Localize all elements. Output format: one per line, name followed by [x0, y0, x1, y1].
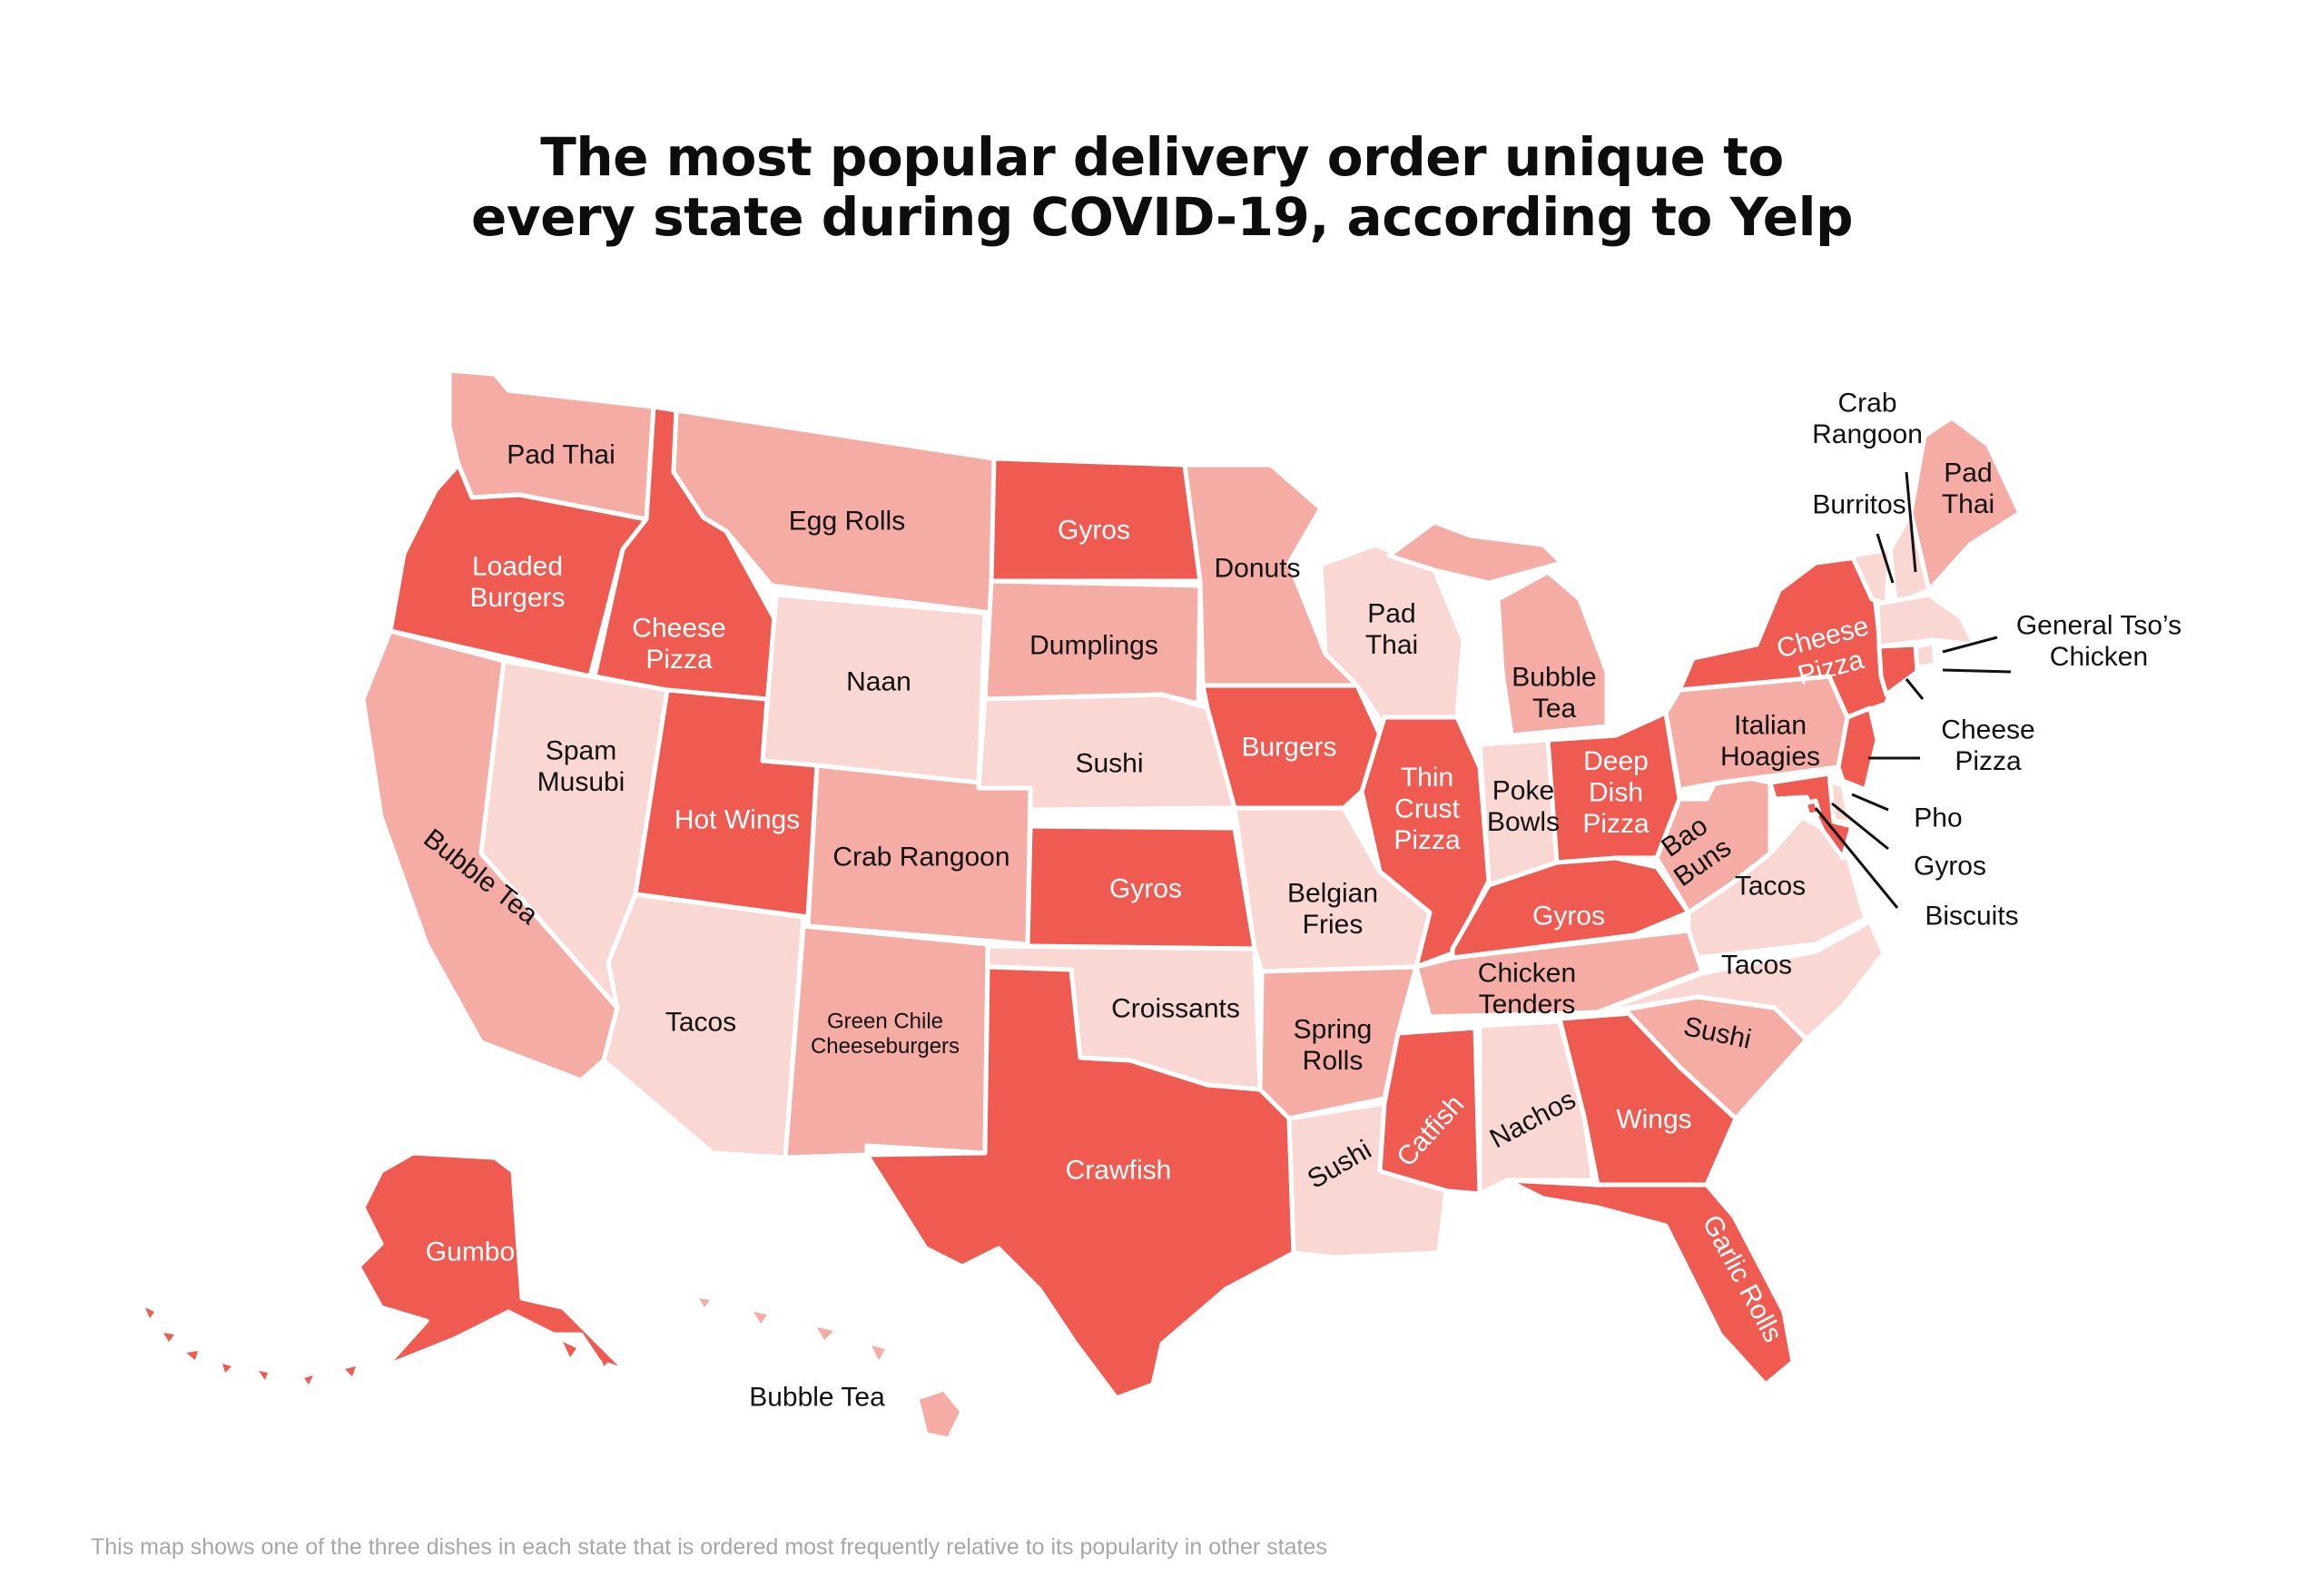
- state-labels: Pad Thai Loaded Burgers Bubble Tea Cheese Piz…: [418, 388, 2181, 1412]
- state-ne[interactable]: [976, 692, 1237, 813]
- state-label-hi: Bubble Tea: [749, 1383, 885, 1413]
- state-label-vt: Burritos: [1812, 490, 1905, 520]
- state-label-nc: Tacos: [1721, 951, 1792, 981]
- state-ma[interactable]: [1875, 592, 1977, 649]
- state-label-ar: Spring Rolls: [1294, 1014, 1373, 1076]
- map-footnote: This map shows one of the three dishes i…: [91, 1534, 1327, 1560]
- state-label-me: Pad Thai: [1942, 458, 1994, 519]
- state-label-nm: Green Chile Cheeseburgers: [811, 1010, 960, 1060]
- state-me[interactable]: [1908, 415, 2023, 593]
- state-label-mn: Donuts: [1214, 554, 1300, 584]
- state-label-ak: Gumbo: [426, 1237, 515, 1267]
- state-label-va: Tacos: [1735, 872, 1806, 902]
- state-label-il: Thin Crust Pizza: [1393, 763, 1461, 855]
- map-title-line-2: every state during COVID-19, according t…: [471, 186, 1853, 248]
- state-ms[interactable]: [1377, 1025, 1482, 1197]
- state-label-ut: Hot Wings: [675, 805, 800, 835]
- state-shapes: [356, 368, 2023, 1442]
- state-label-wi: Pad Thai: [1365, 598, 1418, 660]
- state-label-ky: Gyros: [1532, 902, 1605, 931]
- state-mi[interactable]: [1495, 569, 1610, 738]
- state-label-in: Poke Bowls: [1487, 775, 1560, 837]
- state-label-ma: General Tso’s Chicken: [2016, 610, 2181, 672]
- state-label-dc: Biscuits: [1925, 902, 2018, 931]
- state-label-or: Loaded Burgers: [469, 551, 565, 613]
- state-label-pa: Italian Hoagies: [1720, 710, 1820, 772]
- state-tx[interactable]: [864, 964, 1296, 1401]
- state-ak[interactable]: [356, 1150, 629, 1374]
- state-label-ga: Wings: [1616, 1105, 1691, 1135]
- state-label-ne: Sushi: [1075, 749, 1143, 779]
- state-label-ia: Burgers: [1241, 733, 1336, 763]
- map-decorations: [145, 471, 2012, 1385]
- state-label-mo: Belgian Fries: [1287, 878, 1378, 940]
- state-label-ks: Gyros: [1109, 874, 1182, 904]
- state-md[interactable]: [1768, 771, 1855, 861]
- state-label-nv: Spam Musubi: [537, 735, 625, 797]
- state-label-de: Pho: [1914, 803, 1962, 833]
- state-label-wy: Naan: [846, 667, 911, 697]
- state-hi[interactable]: [914, 1386, 965, 1442]
- state-ct[interactable]: [1876, 642, 1920, 697]
- state-label-ct: Cheese Pizza: [1941, 715, 2034, 776]
- state-label-oh: Deep Dish Pizza: [1582, 746, 1649, 839]
- state-nj[interactable]: [1836, 705, 1880, 793]
- state-label-ok: Croissants: [1111, 994, 1240, 1024]
- state-label-id: Cheese Pizza: [632, 613, 725, 675]
- state-label-md: Gyros: [1914, 852, 1986, 882]
- state-nc[interactable]: [1595, 919, 1886, 1042]
- state-label-co: Crab Rangoon: [832, 843, 1009, 872]
- state-label-wa: Pad Thai: [507, 440, 615, 470]
- map-title-line-1: The most popular delivery order unique t…: [540, 126, 1784, 188]
- state-fl[interactable]: [1504, 1178, 1796, 1387]
- state-label-mt: Egg Rolls: [789, 507, 905, 537]
- state-label-az: Tacos: [665, 1008, 736, 1038]
- state-label-tn: Chicken Tenders: [1478, 958, 1576, 1020]
- map-title: The most popular delivery order unique t…: [0, 127, 2324, 247]
- state-label-sd: Dumplings: [1029, 631, 1158, 661]
- state-mi-upper[interactable]: [1386, 519, 1564, 586]
- state-label-nh: Crab Rangoon: [1812, 388, 1923, 449]
- state-label-mi: Bubble Tea: [1512, 662, 1596, 724]
- state-label-nd: Gyros: [1058, 516, 1130, 546]
- state-label-tx: Crawfish: [1066, 1156, 1172, 1186]
